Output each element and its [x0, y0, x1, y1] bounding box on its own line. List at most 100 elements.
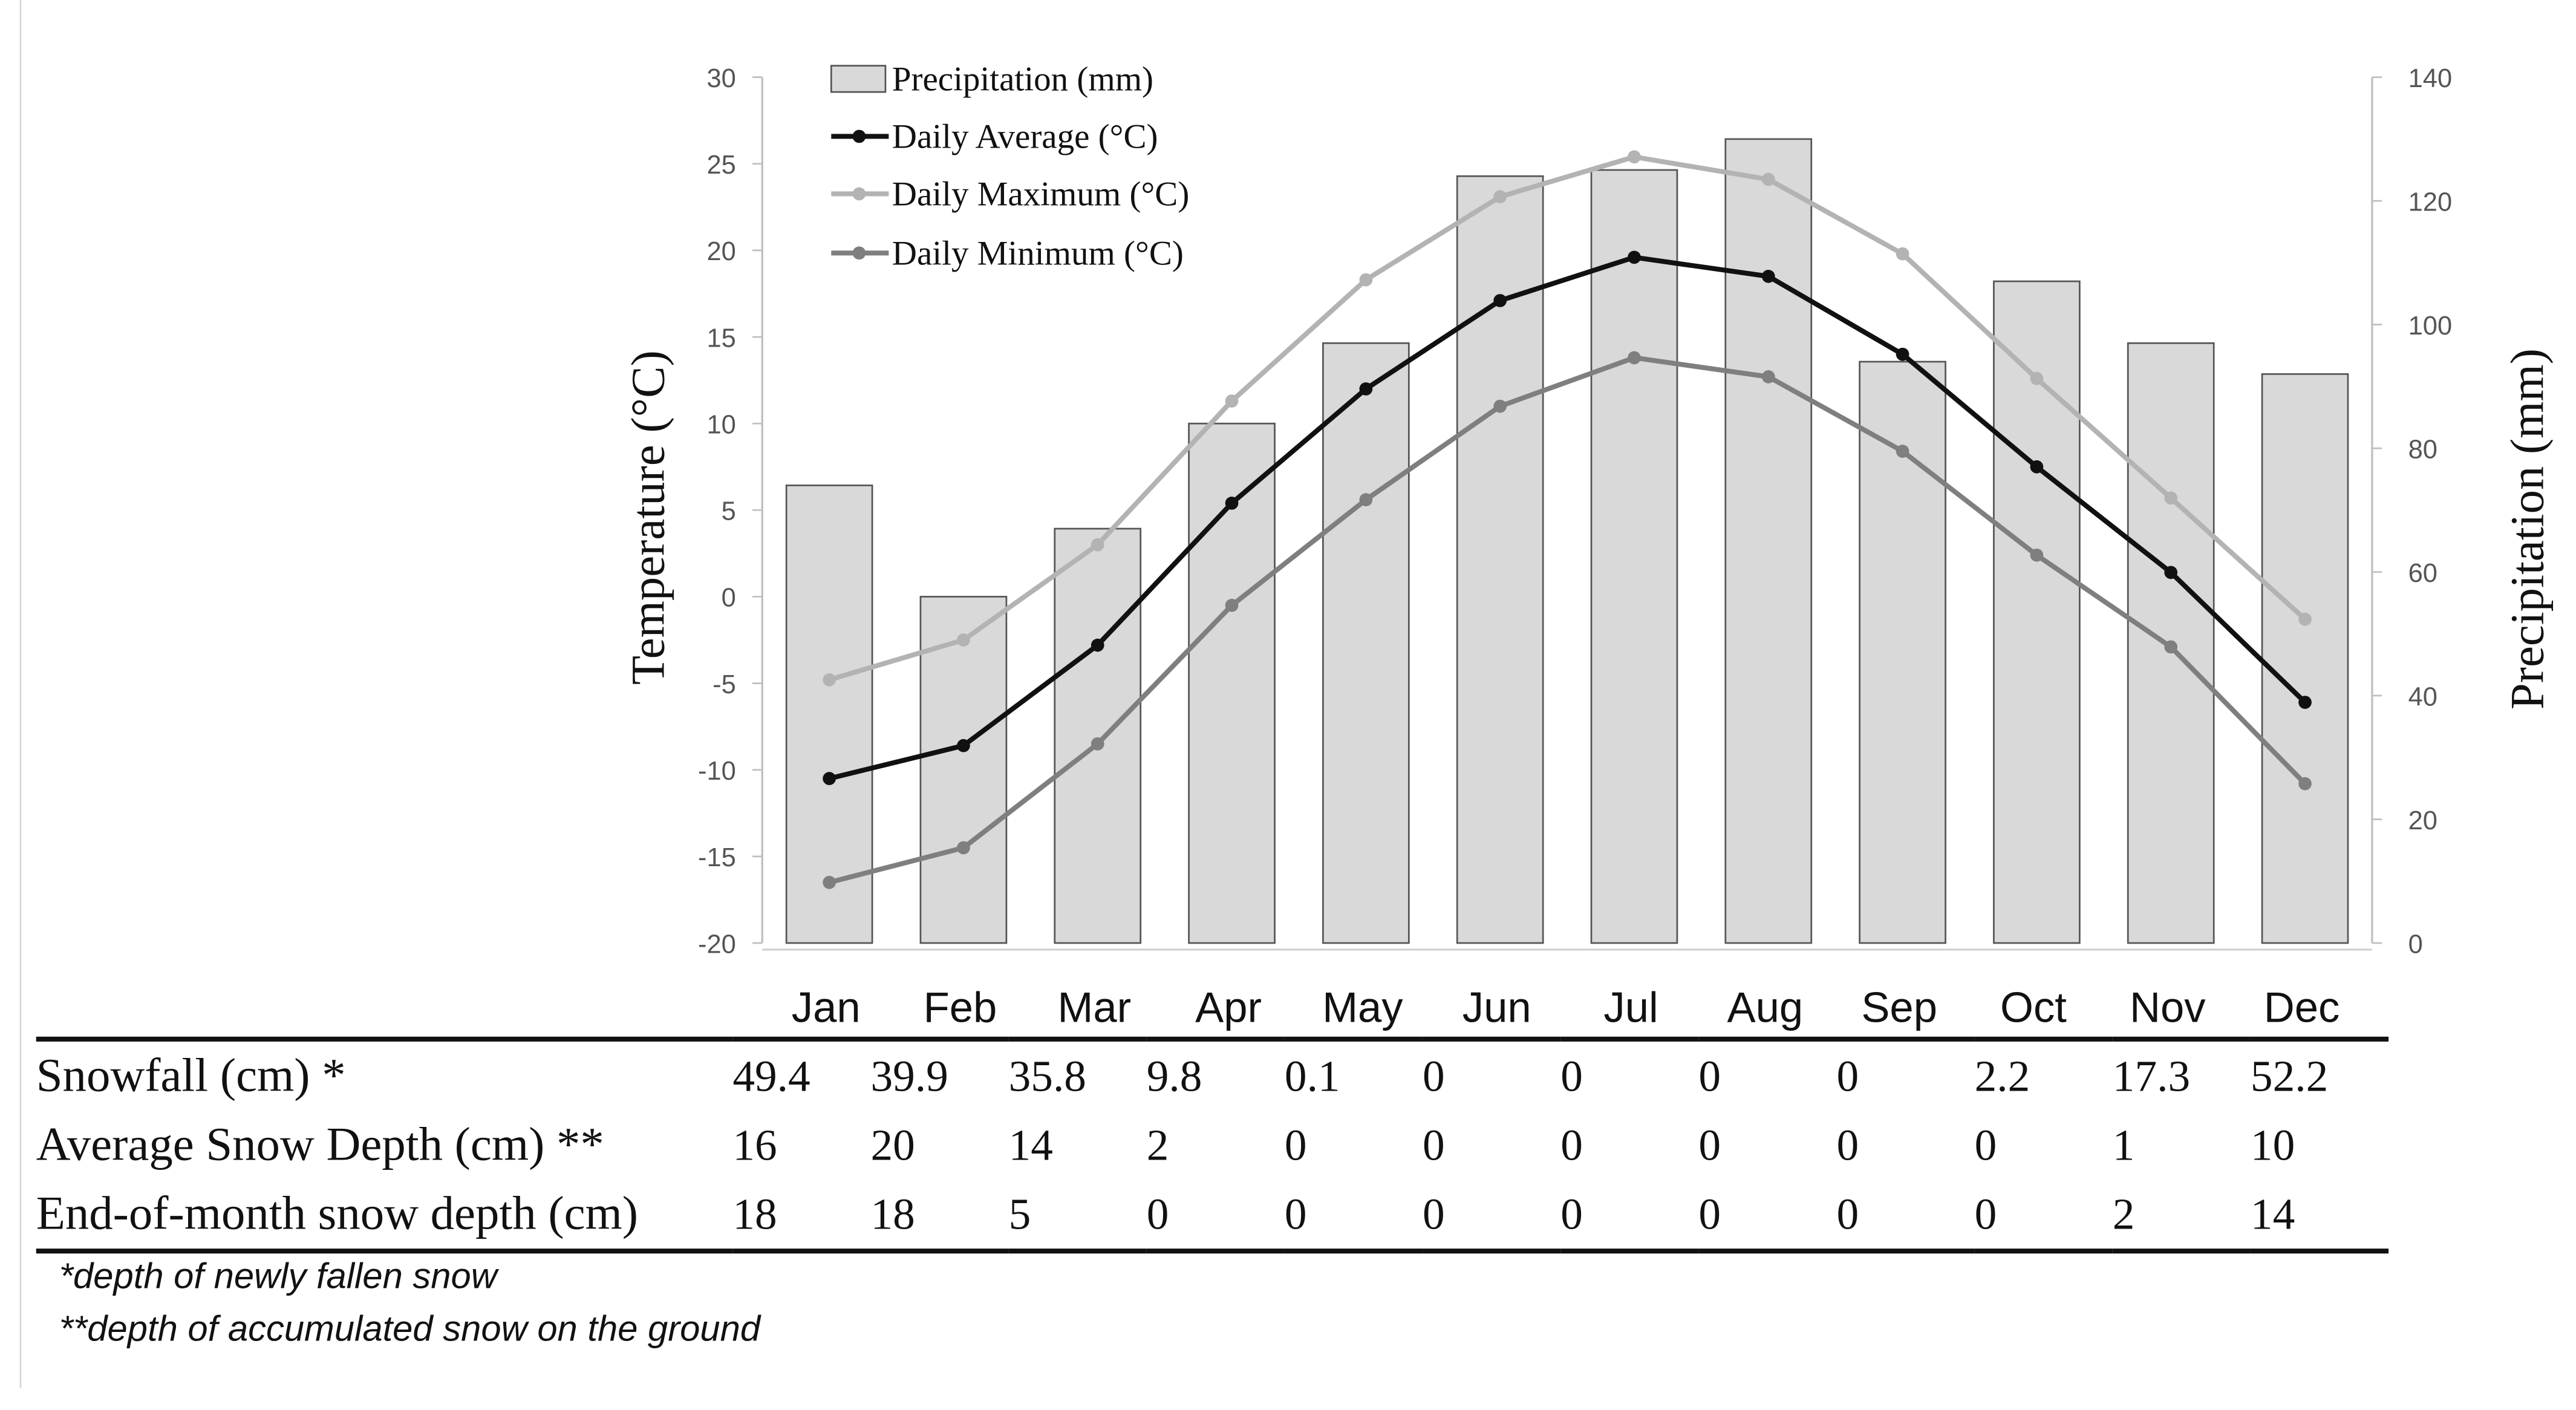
- precip-bar-nov: [2127, 342, 2215, 944]
- table-cell: 0: [1560, 1189, 1583, 1238]
- month-label-feb: Feb: [924, 983, 997, 1031]
- table-cell: 2.2: [1974, 1050, 2030, 1100]
- precip-bar-sep: [1859, 361, 1946, 944]
- month-label-may: May: [1322, 983, 1403, 1031]
- table-cell: 49.4: [732, 1050, 810, 1100]
- precip-bar-dec: [2261, 373, 2349, 944]
- month-label-nov: Nov: [2130, 983, 2206, 1031]
- table-cell: 0: [1836, 1050, 1859, 1100]
- table-cell: 0: [1836, 1189, 1859, 1238]
- legend-label-2: Daily Minimum (°C): [892, 234, 1184, 272]
- series-2-point-sep: [1896, 445, 1909, 458]
- legend-marker-0: [852, 129, 866, 143]
- table-row-label: End-of-month snow depth (cm): [36, 1187, 639, 1240]
- series-2-point-may: [1359, 493, 1373, 507]
- series-2-point-aug: [1761, 370, 1775, 384]
- left-tick-label: 30: [706, 64, 735, 93]
- table-cell: 2: [2112, 1189, 2135, 1238]
- table-cell: 0: [1698, 1050, 1721, 1100]
- series-2-point-apr: [1225, 598, 1239, 612]
- table-row: Snowfall (cm) * 49.4 39.9 35.8 9.8 0.1 0 0 0 0 2.2…: [36, 1039, 2389, 1111]
- left-tick-label: 10: [706, 410, 735, 439]
- left-tick-label: 15: [706, 324, 735, 353]
- table-cell: 14: [1008, 1119, 1053, 1169]
- legend-label-1: Daily Maximum (°C): [892, 175, 1190, 214]
- table-cell: 1: [2112, 1119, 2135, 1169]
- month-label-jan: Jan: [792, 983, 861, 1031]
- series-1-point-apr: [1225, 394, 1239, 408]
- series-1-point-aug: [1761, 172, 1775, 186]
- table-cell: 10: [2250, 1119, 2295, 1169]
- table-cell: 17.3: [2112, 1050, 2191, 1100]
- table-cell: 0: [1423, 1119, 1445, 1169]
- table-row-label: Average Snow Depth (cm) **: [36, 1118, 604, 1171]
- right-tick-label: 20: [2408, 806, 2437, 835]
- table-cell: 0.1: [1284, 1050, 1340, 1100]
- series-0-point-may: [1359, 382, 1373, 396]
- month-label-dec: Dec: [2264, 983, 2340, 1031]
- series-2-point-jun: [1493, 399, 1507, 413]
- precip-bar-oct: [1993, 280, 2081, 944]
- series-0-point-mar: [1091, 638, 1104, 652]
- table-cell: 20: [870, 1119, 915, 1169]
- left-tick-label: -20: [698, 930, 736, 959]
- precip-bar-may: [1322, 342, 1410, 944]
- series-0-point-feb: [957, 739, 970, 752]
- month-label-sep: Sep: [1861, 983, 1937, 1031]
- left-tick-label: 25: [706, 151, 735, 180]
- left-axis-title: Temperature (°C): [622, 350, 674, 685]
- series-0-point-aug: [1761, 269, 1775, 283]
- table-cell: 0: [1146, 1189, 1169, 1238]
- series-line-2: [829, 355, 2307, 885]
- month-label-apr: Apr: [1195, 983, 1262, 1031]
- table-row: Average Snow Depth (cm) ** 16 20 14 2 0 0 0 0 0 0 1…: [36, 1111, 2389, 1180]
- footnote-snow-depth: **depth of accumulated snow on the groun…: [59, 1307, 761, 1349]
- series-1-point-feb: [957, 633, 970, 647]
- footnote-snowfall: *depth of newly fallen snow: [59, 1255, 497, 1296]
- precip-bar-apr: [1188, 422, 1276, 944]
- left-tick-label: 20: [706, 237, 735, 266]
- table-cell: 0: [1423, 1189, 1445, 1238]
- left-tick-label: 5: [722, 497, 736, 526]
- table-cell: 0: [1560, 1050, 1583, 1100]
- legend-label-0: Daily Average (°C): [892, 117, 1158, 155]
- table-cell: 0: [1698, 1119, 1721, 1169]
- left-tick-label: -10: [698, 757, 736, 786]
- table-row: End-of-month snow depth (cm) 18 18 5 0 0 0 0 0 0 0…: [36, 1180, 2389, 1251]
- precip-bar-mar: [1054, 527, 1142, 944]
- right-tick-label: 100: [2408, 312, 2452, 341]
- series-1-point-jul: [1628, 150, 1641, 164]
- table-cell: 16: [732, 1119, 777, 1169]
- right-tick-label: 140: [2408, 64, 2452, 93]
- right-tick-label: 80: [2408, 435, 2437, 464]
- right-tick-label: 40: [2408, 682, 2437, 711]
- series-2-point-dec: [2298, 777, 2312, 791]
- table-cell: 14: [2250, 1189, 2295, 1238]
- left-tick-label: -5: [712, 670, 736, 699]
- series-1-point-may: [1359, 273, 1373, 287]
- table-cell: 0: [1698, 1189, 1721, 1238]
- precip-bar-jan: [785, 485, 873, 944]
- series-1-point-nov: [2164, 491, 2178, 505]
- right-axis-title: Precipitation (mm): [2501, 348, 2554, 710]
- series-2-point-jan: [823, 875, 836, 889]
- table-row-label: Snowfall (cm) *: [36, 1049, 346, 1102]
- series-line-1: [828, 154, 2307, 682]
- table-cell: 0: [1974, 1119, 1997, 1169]
- left-tick-label: 0: [722, 584, 736, 613]
- series-0-point-jun: [1493, 294, 1507, 307]
- series-2-point-mar: [1091, 737, 1104, 751]
- table-cell: 39.9: [870, 1050, 948, 1100]
- series-0-point-jan: [823, 772, 836, 785]
- series-1-point-jan: [823, 673, 836, 687]
- table-cell: 0: [1974, 1189, 1997, 1238]
- right-tick-label: 60: [2408, 559, 2437, 588]
- snow-table: Snowfall (cm) * 49.4 39.9 35.8 9.8 0.1 0 0 0 0 2.2…: [36, 1036, 2389, 1254]
- table-cell: 18: [732, 1189, 777, 1238]
- series-line-0: [829, 255, 2307, 781]
- precip-bar-aug: [1724, 138, 1813, 944]
- series-1-point-mar: [1091, 538, 1104, 552]
- table-cell: 0: [1284, 1189, 1307, 1238]
- month-label-oct: Oct: [2000, 983, 2067, 1031]
- right-tick-label: 0: [2408, 930, 2423, 959]
